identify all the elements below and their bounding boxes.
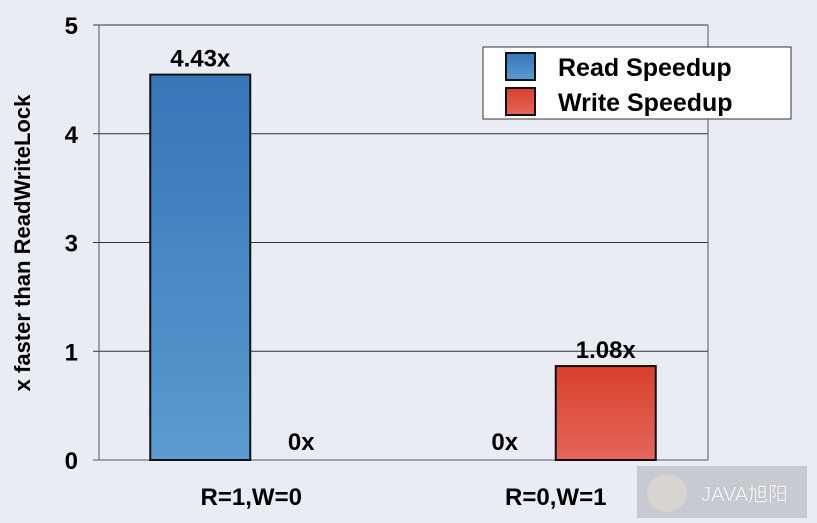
y-tick-label: 4 [65, 122, 79, 149]
watermark-logo-icon [647, 474, 687, 512]
data-label: 4.43x [170, 46, 231, 73]
y-axis-label: x faster than ReadWriteLock [10, 94, 35, 391]
legend-swatch [505, 52, 536, 81]
bar-read-speedup [149, 73, 252, 461]
data-label: 0x [288, 429, 315, 456]
y-tick-label: 0 [65, 448, 78, 475]
watermark-text: JAVA旭阳 [701, 484, 789, 506]
y-tick-label: 3 [65, 231, 78, 258]
y-tick-label: 1 [65, 339, 78, 366]
data-label: 1.08x [576, 337, 637, 364]
x-tick-label: R=1,W=0 [201, 484, 302, 511]
x-tick-label: R=0,W=1 [505, 484, 606, 511]
bar-write-speedup [554, 365, 657, 462]
legend-swatch [505, 87, 536, 116]
legend-label: Read Speedup [558, 54, 732, 82]
legend: Read Speedup Write Speedup [482, 46, 792, 120]
data-label: 0x [491, 429, 518, 456]
watermark: JAVA旭阳 [637, 466, 807, 518]
legend-label: Write Speedup [558, 89, 733, 117]
y-tick-label: 5 [65, 13, 78, 40]
